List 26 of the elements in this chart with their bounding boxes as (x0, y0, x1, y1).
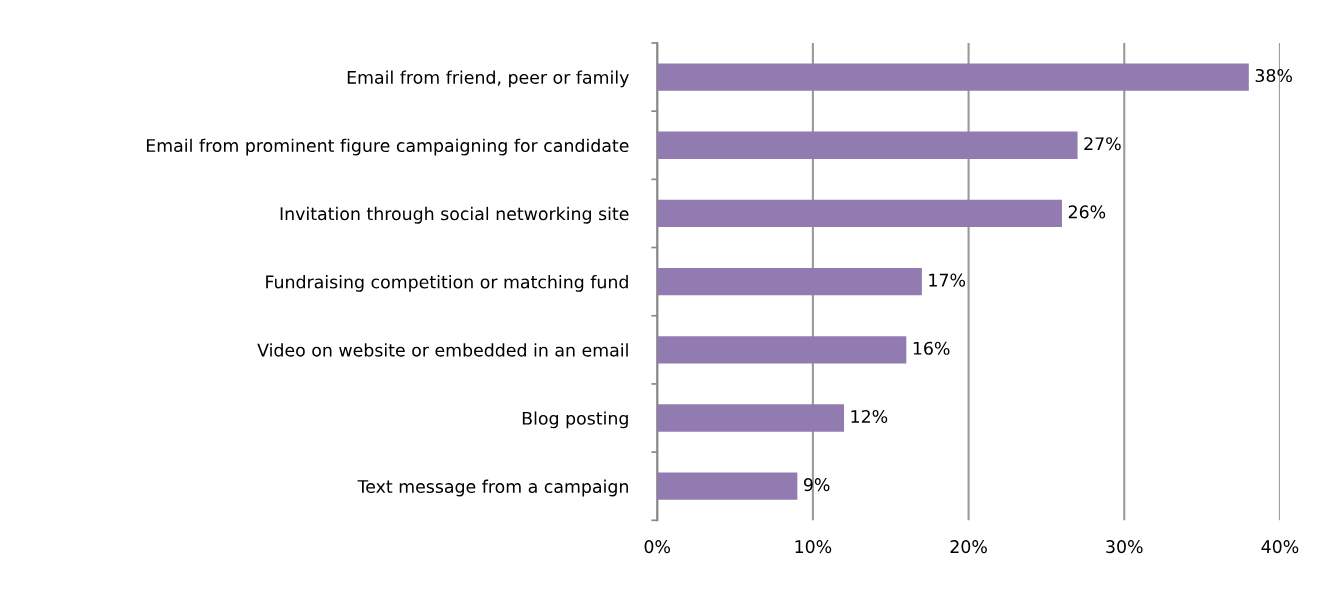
bar (657, 404, 845, 432)
data-label: 38% (1255, 68, 1292, 83)
y-tick-label: Invitation through social networking site (280, 206, 629, 224)
x-tick-label: 30% (1106, 540, 1143, 554)
bar (657, 63, 1249, 91)
bar (657, 336, 907, 364)
data-label: 16% (913, 341, 950, 355)
bar (657, 267, 922, 296)
data-label: 9% (803, 478, 830, 492)
y-tick-label: Email from prominent figure campaigning for candidate (146, 138, 629, 156)
y-tick-label: Email from friend, peer or family (347, 70, 629, 88)
data-label: 27% (1084, 137, 1121, 151)
y-tick-label: Video on website or embedded in an email (257, 343, 628, 357)
x-tick-label: 40% (1261, 540, 1299, 554)
bar (657, 199, 1062, 228)
y-tick-label: Blog posting (522, 411, 628, 429)
data-label: 26% (1068, 205, 1106, 219)
data-label: 17% (929, 273, 966, 287)
bar (657, 472, 798, 500)
y-tick-label: Text message from a campaign (357, 479, 628, 497)
x-tick-label: 20% (950, 540, 987, 554)
data-label: 12% (851, 409, 888, 424)
y-tick-label: Fundraising competition or matching fund (266, 275, 628, 292)
bar (657, 131, 1078, 159)
x-tick-label: 0% (644, 540, 671, 554)
x-tick-label: 10% (795, 540, 832, 554)
